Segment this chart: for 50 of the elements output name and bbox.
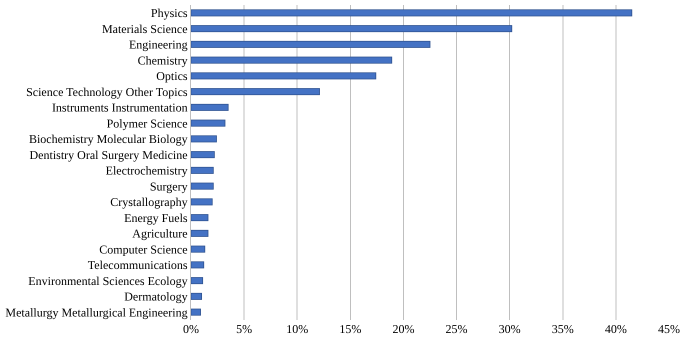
y-tick-label: Instruments Instrumentation [52,100,188,115]
y-tick-label: Engineering [128,38,188,52]
y-tick-label: Energy Fuels [124,210,188,225]
y-tick-label: Agriculture [132,226,188,241]
y-tick-label: Biochemistry Molecular Biology [28,132,188,146]
bar [191,308,201,316]
bar [191,104,229,111]
y-tick-label: Environmental Sciences Ecology [28,274,188,288]
bar [191,72,376,80]
y-tick-label: Dentistry Oral Surgery Medicine [30,148,188,162]
x-tick-label: 45% [658,322,680,336]
bar [191,120,226,127]
y-tick-label: Telecommunications [88,258,188,272]
y-tick-label: Materials Science [102,22,188,36]
y-tick-label: Surgery [150,179,188,194]
x-tick-label: 5% [236,322,252,336]
y-tick-label: Chemistry [138,53,188,68]
y-tick-label: Physics [150,6,188,20]
x-tick-label: 25% [446,322,468,336]
bar [191,214,208,222]
bar [191,277,204,284]
x-tick-label: 40% [604,322,627,336]
x-tick-label: 30% [498,322,521,336]
x-tick-label: 20% [392,322,414,336]
bar [191,9,632,16]
y-tick-label: Computer Science [99,242,188,256]
bar [191,88,320,96]
bar [191,230,208,237]
x-tick-label: 15% [339,322,362,336]
y-tick-label: Optics [156,69,188,84]
bar [191,261,204,268]
y-tick-label: Dermatology [124,290,188,304]
bar [191,292,202,300]
bar [191,166,214,174]
y-tick-label: Metallurgy Metallurgical Engineering [5,305,188,320]
x-tick-label: 10% [286,322,308,336]
bar [191,40,430,48]
bar [191,25,512,32]
y-tick-label: Electrochemistry [106,164,188,178]
bar [191,56,392,64]
y-tick-label: Crystallography [110,195,188,210]
y-tick-label: Polymer Science [106,116,188,130]
bar [191,182,214,190]
bar [191,151,215,158]
x-tick-label: 35% [552,322,574,336]
x-tick-label: 0% [183,322,199,336]
y-tick-label: Science Technology Other Topics [26,84,188,99]
bar [191,246,206,253]
bar [191,135,217,142]
bar [191,198,213,206]
